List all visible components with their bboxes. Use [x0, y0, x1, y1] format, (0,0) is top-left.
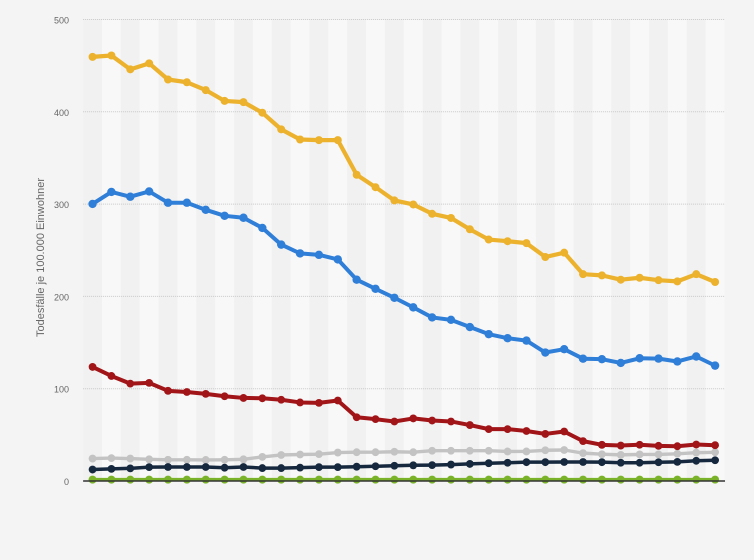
- svg-text:300: 300: [54, 200, 69, 210]
- svg-text:400: 400: [54, 108, 69, 118]
- svg-text:500: 500: [54, 16, 69, 26]
- svg-text:200: 200: [54, 292, 69, 302]
- svg-text:Todesfälle je 100.000 Einwohne: Todesfälle je 100.000 Einwohner: [35, 178, 47, 337]
- svg-text:100: 100: [54, 385, 69, 395]
- svg-text:0: 0: [64, 477, 69, 487]
